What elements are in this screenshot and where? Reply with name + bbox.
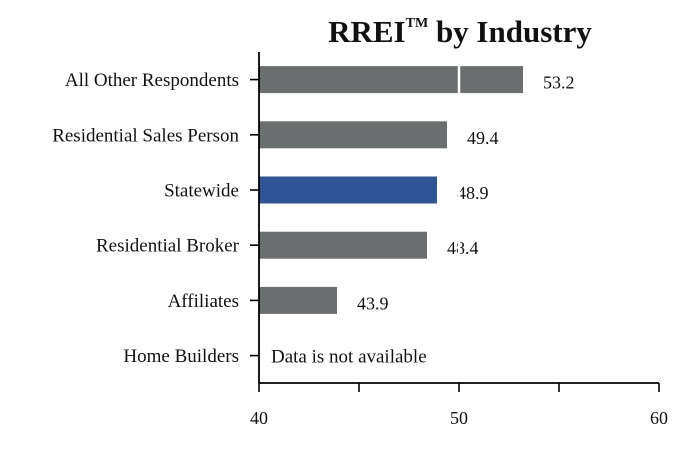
axes-layer: All Other Respondents Residential Sales P… (52, 52, 668, 428)
x-tick-label-60: 60 (650, 408, 668, 428)
value-label-residential-broker: 48.4 (447, 238, 479, 258)
chart-title-mark: TM (405, 16, 429, 31)
chart-title-suffix: by Industry (428, 14, 592, 49)
category-label-all-other-respondents: All Other Respondents (65, 70, 239, 91)
category-label-residential-broker: Residential Broker (96, 236, 240, 257)
bars-layer: 53.2 49.4 48.9 48.4 43.9 Data is not availabl… (259, 62, 575, 368)
value-label-home-builders: Data is not available (271, 347, 427, 368)
category-label-affiliates: Affiliates (168, 291, 239, 312)
chart-title-main: RREI (328, 14, 406, 49)
category-label-statewide: Statewide (164, 181, 239, 202)
bar-statewide (259, 176, 437, 204)
bar-residential-sales-person (259, 121, 447, 149)
value-label-residential-sales-person: 49.4 (467, 128, 499, 148)
bar-all-other-respondents (259, 66, 523, 94)
value-label-affiliates: 43.9 (357, 293, 389, 313)
category-label-home-builders: Home Builders (123, 346, 239, 367)
chart-title: RREITM by Industry (260, 14, 660, 50)
x-tick-label-40: 40 (250, 408, 268, 428)
bar-residential-broker (259, 231, 427, 259)
value-label-statewide: 48.9 (457, 183, 489, 203)
value-label-all-other-respondents: 53.2 (543, 73, 575, 93)
bar-affiliates (259, 286, 337, 314)
x-tick-label-50: 50 (450, 408, 468, 428)
category-label-residential-sales-person: Residential Sales Person (52, 125, 239, 146)
